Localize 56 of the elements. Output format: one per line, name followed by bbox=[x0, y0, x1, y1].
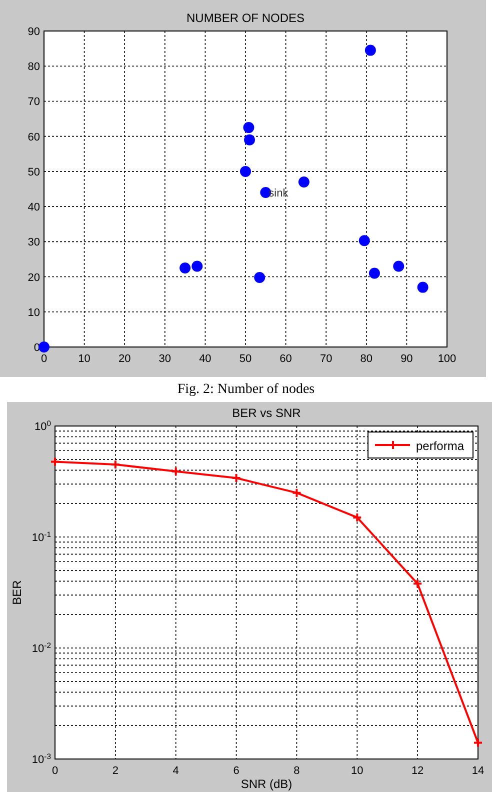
point bbox=[412, 578, 423, 589]
point bbox=[192, 260, 203, 272]
x-tick-label: 30 bbox=[158, 353, 172, 365]
point bbox=[368, 268, 380, 279]
x-tick-label: 10 bbox=[78, 353, 90, 365]
x-tick-label: 6 bbox=[233, 765, 240, 777]
x-tick-label: 60 bbox=[280, 353, 292, 365]
y-tick-label: 70 bbox=[28, 96, 40, 108]
chart-title: BER vs SNR bbox=[232, 406, 302, 420]
x-tick-label: 8 bbox=[294, 765, 300, 777]
y-tick-label: 10 bbox=[28, 306, 40, 319]
point bbox=[231, 473, 242, 484]
y-tick-label: 80 bbox=[28, 61, 40, 74]
x-tick-label: 0 bbox=[52, 765, 58, 777]
point bbox=[240, 166, 251, 177]
x-tick-label: 40 bbox=[199, 353, 212, 365]
y-axis-title: BER bbox=[10, 580, 24, 605]
y-tick-label: 10$^{-1}$ bbox=[32, 530, 51, 544]
y-tick-label: 20 bbox=[28, 272, 40, 284]
point bbox=[358, 235, 370, 246]
x-tick-label: 70 bbox=[320, 353, 332, 365]
point bbox=[298, 176, 310, 188]
x-tick-label: 12 bbox=[411, 765, 424, 777]
point bbox=[393, 260, 404, 272]
y-tick-label: 10$^{0}$ bbox=[34, 418, 51, 433]
y-tick-label: 30 bbox=[28, 236, 40, 249]
point bbox=[292, 488, 302, 498]
y-tick-label: 60 bbox=[28, 131, 40, 144]
y-tick-label: 10$^{-2}$ bbox=[32, 640, 51, 655]
x-tick-label: 14 bbox=[472, 765, 484, 777]
x-tick-label: 10 bbox=[351, 765, 364, 777]
x-tick-label: 2 bbox=[112, 765, 118, 777]
point bbox=[254, 272, 266, 283]
x-tick-label: 80 bbox=[360, 353, 373, 365]
point bbox=[110, 459, 120, 470]
point bbox=[364, 44, 376, 56]
y-tick-label: 10$^{-3}$ bbox=[32, 752, 51, 766]
legend-label: performa bbox=[416, 439, 464, 453]
point bbox=[352, 512, 362, 522]
point bbox=[244, 134, 256, 146]
y-tick-label: 50 bbox=[28, 166, 40, 178]
point bbox=[170, 466, 181, 476]
chart-title: NUMBER OF NODES bbox=[186, 11, 305, 25]
point bbox=[417, 282, 428, 293]
x-tick-label: 90 bbox=[400, 353, 413, 365]
x-tick-label: 100 bbox=[438, 353, 456, 365]
caption: Fig. 2: Number of nodes bbox=[177, 382, 315, 397]
x-tick-label: 4 bbox=[172, 765, 179, 777]
point bbox=[243, 122, 254, 134]
x-tick-label: 50 bbox=[239, 353, 252, 365]
x-tick-label: 20 bbox=[118, 353, 131, 365]
x-axis-title: SNR (dB) bbox=[240, 777, 292, 791]
y-tick-label: 40 bbox=[28, 202, 40, 214]
y-tick-label: 90 bbox=[28, 26, 40, 38]
point bbox=[38, 342, 50, 352]
point bbox=[180, 262, 191, 274]
